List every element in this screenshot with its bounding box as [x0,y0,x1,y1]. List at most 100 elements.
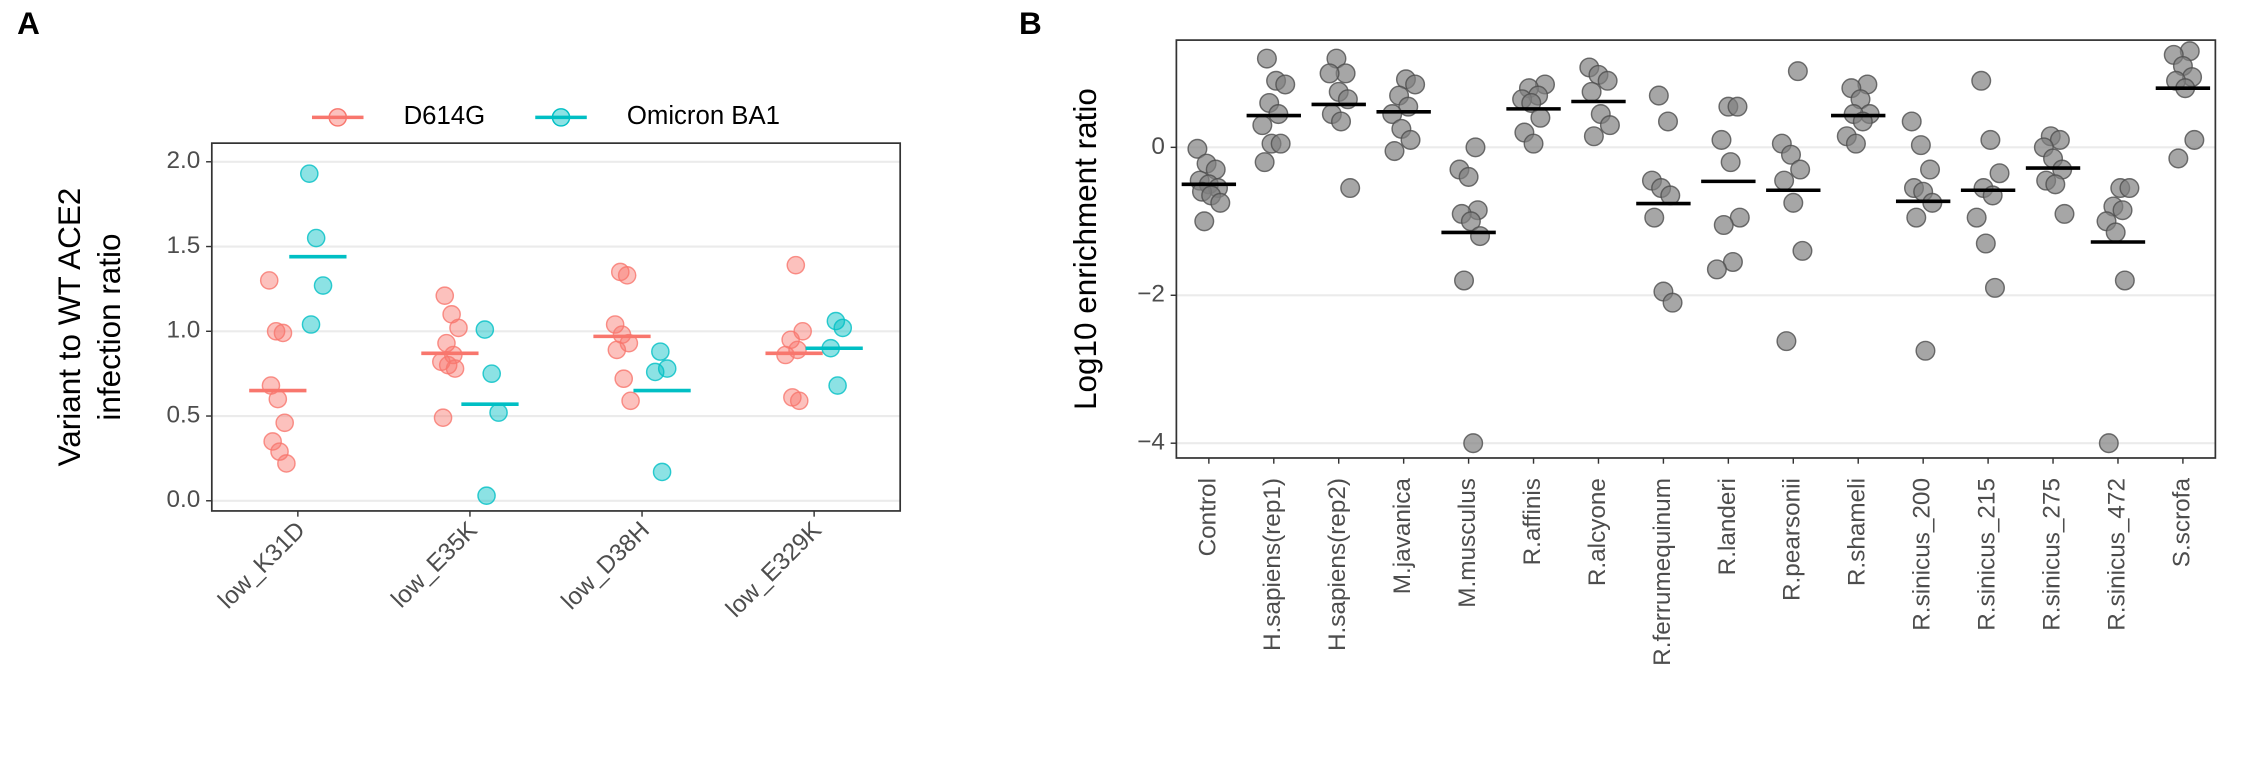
y-tick-label: 0 [1151,133,1165,160]
x-tick-label: S.scrofa [2168,478,2195,568]
x-tick-label: M.javanica [1389,478,1416,595]
x-tick-label: H.sapiens(rep1) [1259,478,1286,651]
data-point [445,359,465,378]
y-tick-label: 1.5 [167,232,201,259]
data-point [1254,152,1275,173]
data-point [1581,81,1602,102]
data-point [2184,129,2205,150]
data-point [1711,129,1732,150]
data-point [621,391,640,411]
data-point [1792,240,1813,261]
y-tick-label: 0.5 [167,401,201,428]
data-point [2054,203,2075,224]
data-point [1720,152,1741,173]
data-point [1787,61,1808,82]
data-point [313,276,333,295]
x-tick-label: R.affinis [1519,478,1546,565]
data-point [1780,144,1802,165]
data-point [1270,133,1291,154]
data-point [301,315,321,334]
data-point [1382,104,1403,125]
data-point [1975,233,1996,254]
data-point [1256,48,1277,69]
data-point [1774,170,1795,191]
x-tick-label: R.landeri [1714,478,1741,575]
data-point [1901,111,1922,132]
data-point [657,359,677,378]
data-point [299,164,319,183]
x-tick-label: R.sinicus_215 [1974,478,2001,631]
data-point [1971,70,1992,91]
data-point [1783,192,1804,213]
data-point [2114,270,2135,291]
data-point [789,391,809,411]
data-point [273,323,293,343]
data-point [2119,178,2140,199]
data-point [1194,211,1215,232]
data-point [268,389,288,409]
data-point [607,340,627,360]
data-point [1845,133,1866,154]
x-tick-label: R.sinicus_275 [2038,478,2065,631]
data-point [475,320,495,339]
y-axis-title: Variant to WT ACE2 [52,188,87,467]
data-point [277,454,296,473]
data-point [1706,259,1727,280]
data-point [449,318,468,338]
data-point [2098,433,2119,454]
data-point [828,376,847,395]
data-point [617,266,637,285]
x-tick-label: R.sinicus_472 [2103,478,2130,631]
data-point [263,432,282,451]
data-point [259,271,279,290]
legend-label: D614G [404,102,486,130]
y-tick-label: 0.0 [167,486,201,513]
x-tick-label: R.sinicus_200 [1909,478,1936,631]
data-point [1340,178,1361,199]
x-tick-label: Control [1194,478,1221,556]
data-point [1400,129,1421,150]
data-point [833,318,853,338]
data-point [433,408,453,428]
data-point [1470,226,1491,247]
data-point [1776,331,1797,352]
data-point [1980,129,2001,150]
data-point [306,228,326,248]
data-point [2105,222,2126,243]
data-point [1790,159,1811,180]
data-point [1657,111,1679,132]
y-tick-label: 2.0 [167,147,201,174]
x-tick-label: M.musculus [1454,478,1481,608]
data-point [477,486,496,505]
data-point [1460,211,1481,232]
data-point [1599,115,1620,136]
plot-frame [1175,39,2217,459]
data-point [489,403,508,422]
legend-key [551,108,571,127]
data-point [1713,214,1734,236]
data-point [1597,70,1618,91]
data-point [1583,126,1604,147]
x-tick-label: R.alcyone [1584,478,1611,586]
data-point [1662,292,1683,313]
data-point [1915,340,1936,361]
data-point [651,342,670,361]
legend-key [328,108,348,127]
data-point [1330,111,1352,132]
data-point [266,321,286,341]
x-tick-label: H.sapiens(rep2) [1324,478,1351,651]
data-point [275,413,294,433]
data-point [1252,115,1273,136]
panel-label: B [1019,6,1042,41]
data-point [652,462,672,482]
data-point [1454,270,1475,291]
data-point [1727,96,1748,117]
data-point [645,362,665,382]
x-tick-label: R.pearsonii [1779,478,1806,601]
data-point [786,255,806,275]
y-axis-title: infection ratio [92,233,127,420]
x-tick-label: R.ferrumequinum [1649,478,1676,666]
data-point [1920,159,1941,180]
data-point [1465,137,1486,158]
